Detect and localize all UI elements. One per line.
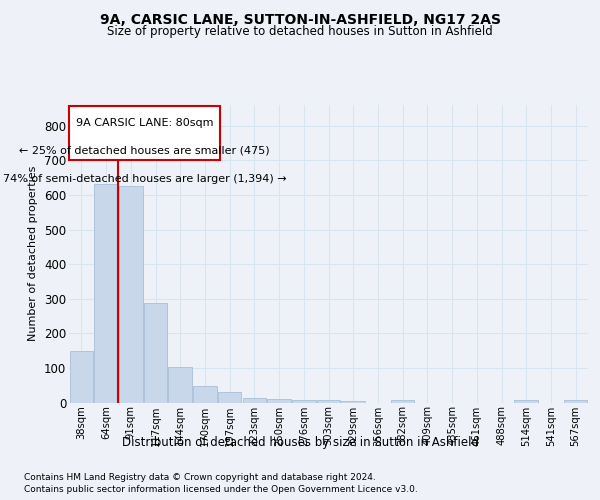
Bar	[391, 400, 415, 402]
Text: Distribution of detached houses by size in Sutton in Ashfield: Distribution of detached houses by size …	[121, 436, 479, 449]
Text: 9A, CARSIC LANE, SUTTON-IN-ASHFIELD, NG17 2AS: 9A, CARSIC LANE, SUTTON-IN-ASHFIELD, NG1…	[100, 12, 500, 26]
Text: Contains HM Land Registry data © Crown copyright and database right 2024.: Contains HM Land Registry data © Crown c…	[24, 472, 376, 482]
Bar	[242, 398, 266, 402]
Bar	[564, 400, 587, 402]
Bar	[514, 400, 538, 402]
Bar	[70, 106, 220, 160]
Text: Size of property relative to detached houses in Sutton in Ashfield: Size of property relative to detached ho…	[107, 25, 493, 38]
Bar	[218, 392, 241, 402]
Bar	[94, 184, 118, 402]
Text: 74% of semi-detached houses are larger (1,394) →: 74% of semi-detached houses are larger (…	[3, 174, 286, 184]
Text: 9A CARSIC LANE: 80sqm: 9A CARSIC LANE: 80sqm	[76, 118, 214, 128]
Text: Contains public sector information licensed under the Open Government Licence v3: Contains public sector information licen…	[24, 485, 418, 494]
Y-axis label: Number of detached properties: Number of detached properties	[28, 166, 38, 342]
Text: ← 25% of detached houses are smaller (475): ← 25% of detached houses are smaller (47…	[19, 146, 270, 156]
Bar	[268, 399, 291, 402]
Bar	[317, 400, 340, 402]
Bar	[144, 303, 167, 402]
Bar	[193, 386, 217, 402]
Bar	[70, 352, 93, 403]
Bar	[169, 367, 192, 402]
Bar	[341, 401, 365, 402]
Bar	[119, 186, 143, 402]
Bar	[292, 400, 316, 402]
